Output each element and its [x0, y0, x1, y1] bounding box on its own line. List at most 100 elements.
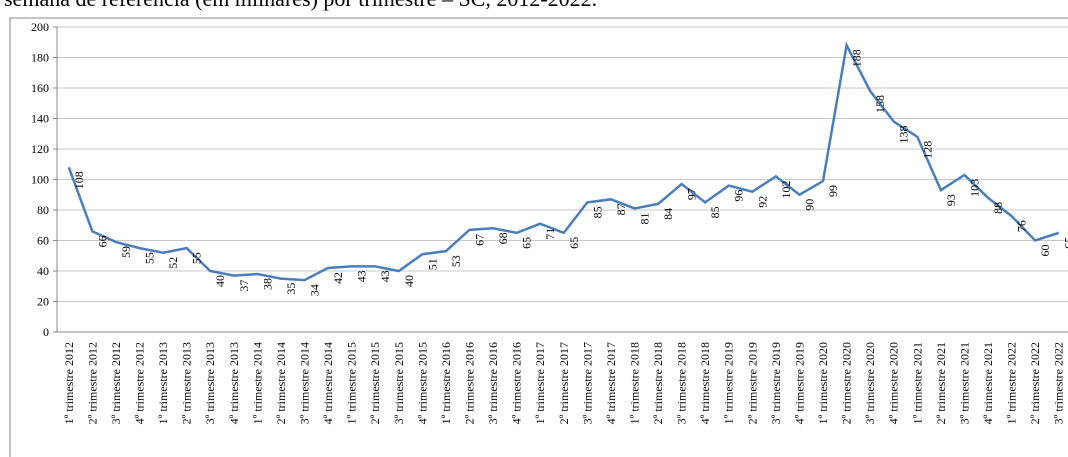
x-tick-label: 4º trimestre 2014	[321, 342, 335, 424]
data-label: 92	[755, 196, 769, 208]
x-tick-label: 1º trimestre 2013	[156, 342, 170, 424]
x-tick-label: 3º trimestre 2017	[580, 342, 594, 424]
data-label: 38	[260, 278, 274, 290]
x-tick-label: 2º trimestre 2015	[368, 342, 382, 424]
data-label: 87	[614, 203, 628, 215]
data-label: 90	[802, 199, 816, 211]
data-label: 93	[944, 194, 958, 206]
data-label: 108	[72, 171, 86, 189]
data-label: 84	[661, 208, 675, 220]
data-label: 40	[213, 275, 227, 287]
chart-frame	[9, 17, 1068, 457]
x-tick-label: 3º trimestre 2016	[486, 342, 500, 424]
y-tick-label: 120	[31, 142, 49, 156]
x-tick-label: 2º trimestre 2021	[934, 342, 948, 424]
data-label: 71	[543, 228, 557, 240]
data-label: 43	[378, 270, 392, 282]
data-label: 34	[307, 284, 321, 296]
x-tick-label: 1º trimestre 2017	[533, 342, 547, 424]
data-label: 88	[991, 202, 1005, 214]
data-label: 42	[331, 272, 345, 284]
x-tick-label: 1º trimestre 2021	[910, 342, 924, 424]
data-label: 128	[920, 141, 934, 159]
y-tick-label: 180	[31, 51, 49, 65]
data-label: 103	[967, 179, 981, 197]
y-tick-label: 0	[43, 325, 49, 339]
data-label: 85	[590, 206, 604, 218]
data-label: 188	[850, 49, 864, 67]
x-tick-label: 2º trimestre 2020	[840, 342, 854, 424]
data-label: 65	[520, 237, 534, 249]
data-label: 97	[685, 188, 699, 200]
y-tick-label: 20	[37, 295, 49, 309]
data-label: 96	[732, 190, 746, 202]
data-label: 37	[237, 280, 251, 292]
data-label: 55	[190, 252, 204, 264]
x-tick-label: 2º trimestre 2014	[274, 342, 288, 424]
data-label: 52	[166, 257, 180, 269]
data-label: 59	[119, 246, 133, 258]
data-label: 65	[567, 237, 581, 249]
x-tick-label: 4º trimestre 2017	[604, 342, 618, 424]
x-tick-label: 2º trimestre 2017	[557, 342, 571, 424]
x-tick-label: 3º trimestre 2012	[109, 342, 123, 424]
y-tick-label: 200	[31, 20, 49, 34]
x-tick-label: 1º trimestre 2015	[345, 342, 359, 424]
data-label: 51	[425, 258, 439, 270]
x-tick-label: 2º trimestre 2022	[1028, 342, 1042, 424]
data-label: 55	[142, 252, 156, 264]
data-label: 35	[284, 283, 298, 295]
chart-title: semana de referência (em milhares) por t…	[4, 0, 597, 11]
data-label: 102	[779, 180, 793, 198]
x-tick-label: 3º trimestre 2019	[769, 342, 783, 424]
x-tick-label: 3º trimestre 2018	[675, 342, 689, 424]
y-tick-label: 40	[37, 264, 49, 278]
data-label: 66	[95, 235, 109, 247]
x-tick-label: 1º trimestre 2014	[250, 342, 264, 424]
x-tick-label: 4º trimestre 2021	[981, 342, 995, 424]
x-tick-label: 1º trimestre 2018	[627, 342, 641, 424]
data-label: 40	[402, 275, 416, 287]
data-label: 76	[1015, 220, 1029, 232]
x-tick-label: 2º trimestre 2013	[180, 342, 194, 424]
x-tick-label: 3º trimestre 2014	[297, 342, 311, 424]
x-tick-label: 4º trimestre 2018	[698, 342, 712, 424]
y-tick-label: 80	[37, 203, 49, 217]
y-tick-label: 60	[37, 234, 49, 248]
y-tick-label: 140	[31, 112, 49, 126]
data-label: 85	[708, 206, 722, 218]
x-tick-label: 4º trimestre 2012	[132, 342, 146, 424]
x-tick-label: 2º trimestre 2019	[745, 342, 759, 424]
data-label: 68	[496, 232, 510, 244]
x-tick-label: 2º trimestre 2018	[651, 342, 665, 424]
data-label: 99	[826, 185, 840, 197]
x-tick-label: 1º trimestre 2016	[439, 342, 453, 424]
data-label: 53	[449, 255, 463, 267]
data-label: 81	[637, 212, 651, 224]
data-label: 65	[1062, 237, 1068, 249]
y-tick-label: 160	[31, 81, 49, 95]
x-tick-label: 3º trimestre 2013	[203, 342, 217, 424]
x-tick-label: 4º trimestre 2016	[510, 342, 524, 424]
x-tick-label: 4º trimestre 2015	[415, 342, 429, 424]
x-tick-label: 4º trimestre 2013	[227, 342, 241, 424]
x-tick-label: 1º trimestre 2019	[722, 342, 736, 424]
x-tick-label: 1º trimestre 2012	[62, 342, 76, 424]
data-label: 43	[355, 270, 369, 282]
x-tick-label: 3º trimestre 2015	[392, 342, 406, 424]
x-tick-label: 2º trimestre 2012	[85, 342, 99, 424]
data-label: 158	[873, 95, 887, 113]
line	[67, 41, 1060, 282]
x-tick-label: 4º trimestre 2019	[792, 342, 806, 424]
data-label: 138	[897, 126, 911, 144]
x-tick-label: 2º trimestre 2016	[462, 342, 476, 424]
y-tick-label: 100	[31, 173, 49, 187]
x-tick-label: 1º trimestre 2020	[816, 342, 830, 424]
x-tick-label: 3º trimestre 2021	[957, 342, 971, 424]
data-label: 67	[472, 234, 486, 246]
data-label: 60	[1038, 245, 1052, 257]
x-tick-label: 1º trimestre 2022	[1005, 342, 1019, 424]
x-tick-label: 4º trimestre 2020	[887, 342, 901, 424]
